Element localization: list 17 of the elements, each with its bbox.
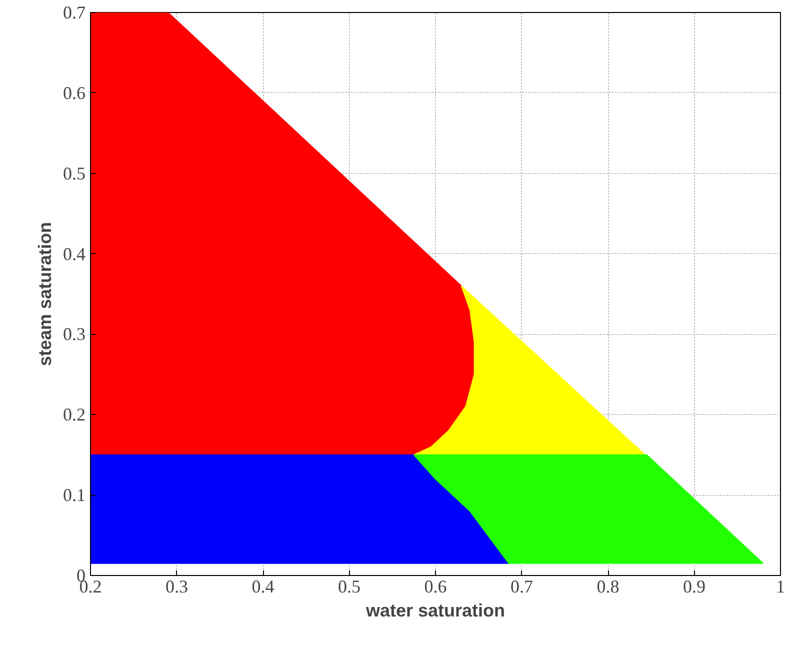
x-tick-label: 0.6	[424, 576, 447, 596]
y-axis-title: steam saturation	[35, 222, 55, 366]
x-tick-label: 0.3	[166, 576, 188, 596]
x-tick-label: 0.4	[252, 576, 274, 596]
x-tick-label: 0.5	[338, 576, 360, 596]
y-tick-label: 0.2	[63, 404, 86, 425]
x-tick-label: 0.7	[510, 576, 533, 596]
y-tick-label: 0.4	[63, 244, 86, 264]
y-tick-label: 0.5	[63, 163, 86, 184]
x-tick-label: 0.8	[596, 576, 620, 596]
x-tick-label: 1	[776, 576, 785, 596]
x-axis-title: water saturation	[364, 600, 506, 620]
y-tick-label: 0.1	[63, 485, 86, 506]
x-tick-label: 0.9	[683, 576, 706, 596]
y-tick-label: 0.6	[63, 82, 86, 103]
y-tick-label: 0.7	[63, 2, 86, 22]
y-tick-label: 0.3	[63, 324, 86, 344]
